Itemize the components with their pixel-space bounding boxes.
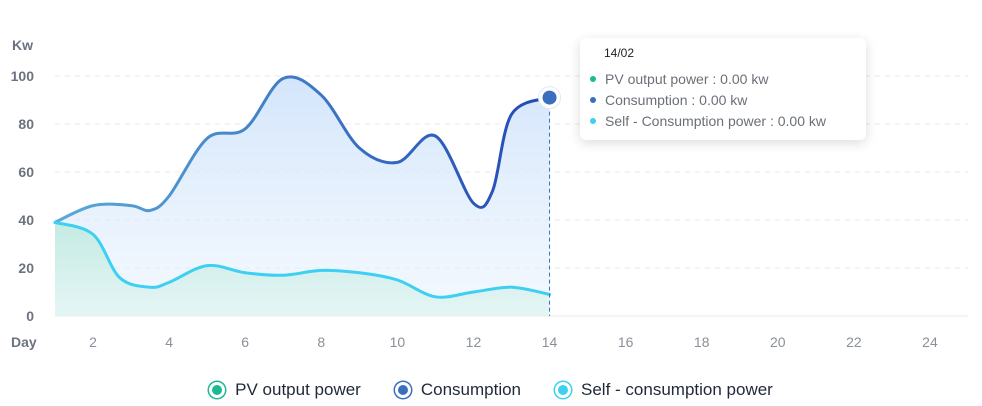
consumption-line [53,75,552,224]
legend-marker-self-consumption [555,382,572,398]
y-tick-label-0: 0 [26,308,34,324]
x-tick-label-14: 14 [542,334,558,350]
consumption-area [55,76,550,316]
legend-label-consumption: Consumption [420,380,522,399]
x-axis-label: Day [11,334,37,350]
x-tick-label-6: 6 [241,334,249,350]
x-tick-label-24: 24 [922,334,938,350]
tooltip-row-consumption: Consumption : 0.00 kw [590,89,856,110]
legend-marker-pv-output [209,382,226,398]
x-tick-label-16: 16 [618,334,634,350]
x-tick-label-12: 12 [466,334,482,350]
tooltip-text-consumption: Consumption : 0.00 kw [605,91,748,108]
legend-item-consumption[interactable]: Consumption [394,380,522,400]
legend-label-self-consumption: Self - consumption power [581,380,773,399]
x-tick-label-2: 2 [89,334,97,350]
y-tick-label-100: 100 [11,68,35,84]
tooltip-row-self-consumption: Self - Consumption power : 0.00 kw [590,110,856,131]
tooltip-dot-self-consumption [590,117,596,124]
x-tick-label-20: 20 [770,334,786,350]
tooltip-text-self-consumption: Self - Consumption power : 0.00 kw [605,112,826,129]
legend-item-self-consumption[interactable]: Self - consumption power [555,380,773,400]
tooltip-dot-consumption [590,96,596,103]
x-tick-label-8: 8 [317,334,325,350]
tooltip-row-pv: PV output power : 0.00 kw [590,68,856,89]
legend-label-pv-output: PV output power [235,380,361,399]
x-tick-label-10: 10 [390,334,406,350]
legend-item-pv-output[interactable]: PV output power [209,380,361,400]
y-tick-label-60: 60 [18,164,34,180]
legend-marker-consumption [394,382,411,398]
x-tick-label-22: 22 [846,334,862,350]
tooltip-dot-pv [590,75,596,82]
highlight-point [542,90,557,105]
tooltip-date: 14/02 [604,46,635,60]
x-tick-label-4: 4 [165,334,173,350]
y-tick-label-80: 80 [18,116,34,132]
chart-tooltip: 14/02 PV output power : 0.00 kw Consumpt… [580,38,866,140]
self-consumption-line [53,220,552,299]
tooltip-text-pv: PV output power : 0.00 kw [605,70,769,87]
y-axis-unit: Kw [12,37,33,53]
y-tick-label-40: 40 [18,212,34,228]
chart-legend: PV output power Consumption Self - consu… [0,376,982,404]
y-tick-label-20: 20 [18,260,34,276]
self-consumption-area [55,222,550,316]
x-tick-label-18: 18 [694,334,710,350]
